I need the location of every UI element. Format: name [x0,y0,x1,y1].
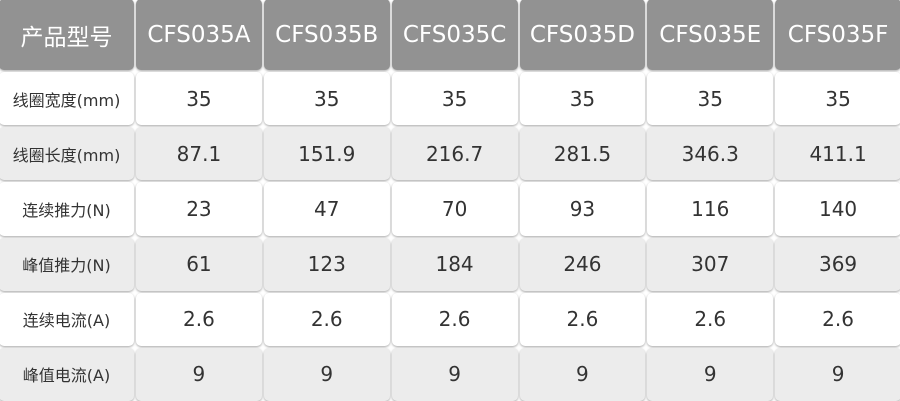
row-label: 连续电流(A) [0,292,134,346]
table-cell: 369 [775,237,900,291]
table-cell: 47 [263,182,390,236]
row-label: 连续推力(N) [0,182,134,236]
table-cell: 61 [136,237,262,291]
table-cell: 9 [519,347,646,401]
header-model: CFS035F [775,0,900,70]
table-cell: 151.9 [263,127,390,181]
header-model: CFS035E [647,0,774,70]
header-model: CFS035B [263,0,390,70]
table-cell: 23 [136,182,262,236]
table-cell: 2.6 [775,292,900,346]
table-cell: 246 [519,237,646,291]
row-label: 线圈宽度(mm) [0,72,134,126]
table-cell: 9 [647,347,774,401]
table-cell: 70 [391,182,518,236]
table-cell: 116 [647,182,774,236]
table-cell: 35 [391,72,518,126]
table-cell: 281.5 [519,127,646,181]
table-cell: 35 [263,72,390,126]
table-cell: 87.1 [136,127,262,181]
table-cell: 35 [647,72,774,126]
table-cell: 35 [519,72,646,126]
table-cell: 216.7 [391,127,518,181]
table-cell: 346.3 [647,127,774,181]
header-model: CFS035D [519,0,646,70]
table-cell: 2.6 [136,292,262,346]
table-cell: 123 [263,237,390,291]
row-label: 峰值推力(N) [0,237,134,291]
row-label: 峰值电流(A) [0,347,134,401]
table-cell: 9 [775,347,900,401]
table-cell: 140 [775,182,900,236]
table-cell: 2.6 [519,292,646,346]
table-cell: 9 [391,347,518,401]
table-cell: 411.1 [775,127,900,181]
table-cell: 184 [391,237,518,291]
header-label: 产品型号 [0,0,134,70]
table-cell: 2.6 [391,292,518,346]
table-cell: 93 [519,182,646,236]
row-label: 线圈长度(mm) [0,127,134,181]
table-cell: 9 [263,347,390,401]
table-cell: 35 [775,72,900,126]
table-cell: 2.6 [263,292,390,346]
table-cell: 35 [136,72,262,126]
header-model: CFS035C [391,0,518,70]
table-cell: 2.6 [647,292,774,346]
table-cell: 307 [647,237,774,291]
table-cell: 9 [136,347,262,401]
header-model: CFS035A [136,0,262,70]
